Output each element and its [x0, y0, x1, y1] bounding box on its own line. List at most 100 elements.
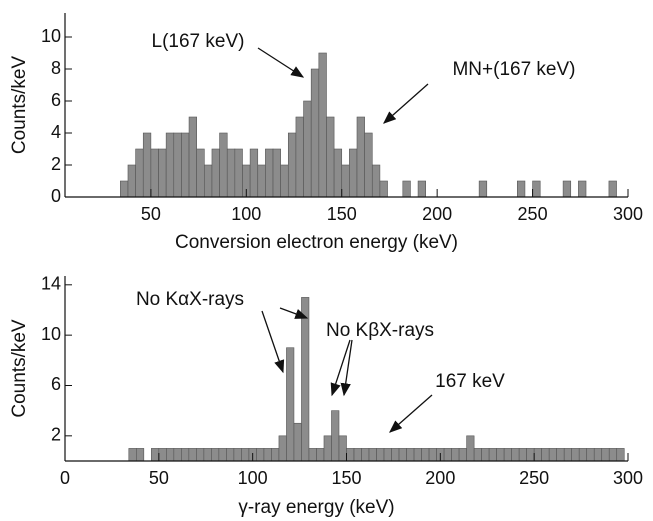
- bar: [349, 148, 358, 198]
- bar: [165, 132, 175, 198]
- bar: [496, 448, 505, 462]
- bar: [173, 132, 182, 198]
- y-tick-label: 10: [41, 324, 61, 344]
- bar: [127, 164, 136, 198]
- x-tick-label: 0: [60, 468, 70, 488]
- annotation: 167 keV: [435, 371, 505, 392]
- x-tick-label: 200: [422, 204, 452, 224]
- bar: [518, 448, 527, 462]
- bar: [293, 422, 302, 462]
- x-tick-label: 150: [331, 468, 361, 488]
- bar: [473, 448, 482, 462]
- bar: [517, 180, 526, 198]
- bar: [196, 148, 205, 198]
- bar: [356, 116, 365, 198]
- x-axis-label: Conversion electron energy (keV): [175, 232, 458, 253]
- bar: [488, 448, 497, 462]
- bar: [278, 435, 287, 462]
- bar: [128, 448, 137, 462]
- bar: [586, 448, 595, 462]
- x-tick-label: 150: [327, 204, 357, 224]
- y-axis-label: Counts/keV: [9, 319, 30, 418]
- bar: [271, 448, 280, 462]
- bar: [158, 148, 167, 198]
- bar: [608, 448, 618, 462]
- bar: [219, 132, 228, 198]
- bar: [338, 435, 347, 462]
- bar: [556, 448, 565, 462]
- annotation-arrow: [389, 394, 433, 433]
- bar: [203, 448, 212, 462]
- bar: [310, 68, 320, 198]
- bar: [150, 148, 159, 198]
- y-tick-label: 8: [51, 58, 61, 78]
- bar: [181, 448, 190, 462]
- annotation-arrow: [330, 339, 351, 397]
- bar: [541, 448, 550, 462]
- bar: [601, 448, 610, 462]
- x-tick-label: 50: [141, 204, 161, 224]
- annotation: MN+(167 keV): [452, 59, 575, 80]
- bar: [571, 448, 580, 462]
- bar: [326, 116, 335, 198]
- x-tick-label: 200: [425, 468, 455, 488]
- annotation-arrow: [257, 47, 305, 78]
- bar: [346, 448, 355, 462]
- bar: [458, 448, 467, 462]
- y-tick-label: 10: [41, 26, 61, 46]
- bar: [136, 448, 145, 462]
- bar: [188, 116, 197, 198]
- bar: [616, 448, 625, 462]
- annotation-arrow: [383, 83, 429, 124]
- bar: [316, 448, 325, 462]
- bar: [196, 448, 205, 462]
- bar: [383, 448, 392, 462]
- bar: [379, 180, 388, 198]
- bar: [341, 164, 350, 198]
- x-tick-label: 100: [238, 468, 268, 488]
- bar: [593, 448, 603, 462]
- bar: [402, 180, 411, 198]
- y-tick-label: 6: [51, 90, 61, 110]
- bar: [233, 448, 242, 462]
- bar: [361, 448, 370, 462]
- annotation-arrow: [261, 310, 285, 374]
- bar: [181, 132, 190, 198]
- bar: [308, 448, 317, 462]
- bar: [481, 448, 490, 462]
- bar: [608, 180, 617, 198]
- x-tick-label: 300: [613, 468, 643, 488]
- bar: [333, 148, 343, 198]
- bar: [256, 448, 265, 462]
- bar: [142, 132, 152, 198]
- x-tick-label: 100: [231, 204, 261, 224]
- bar: [478, 180, 488, 198]
- bar: [331, 410, 340, 462]
- annotation: No KαX-rays: [136, 289, 244, 310]
- bar: [211, 148, 220, 198]
- bar: [151, 448, 160, 462]
- y-axis-label: Counts/keV: [9, 56, 30, 155]
- bar: [578, 180, 587, 198]
- y-tick-label: 4: [51, 122, 61, 142]
- bar: [428, 448, 437, 462]
- bar: [120, 180, 129, 198]
- bar: [421, 448, 430, 462]
- bar: [295, 116, 304, 198]
- bar: [371, 164, 381, 198]
- bar: [503, 448, 512, 462]
- x-axis-label: γ-ray energy (keV): [238, 497, 394, 518]
- x-tick-label: 250: [519, 468, 549, 488]
- annotation: L(167 keV): [152, 31, 245, 52]
- x-tick-label: 50: [149, 468, 169, 488]
- annotation: No KβX-rays: [326, 320, 434, 341]
- bar: [286, 347, 295, 462]
- bar: [166, 448, 175, 462]
- bar: [562, 180, 572, 198]
- bar: [413, 448, 422, 462]
- bar: [303, 100, 312, 198]
- bar: [451, 448, 460, 462]
- bar: [249, 148, 259, 198]
- bar: [526, 448, 535, 462]
- bar: [241, 448, 250, 462]
